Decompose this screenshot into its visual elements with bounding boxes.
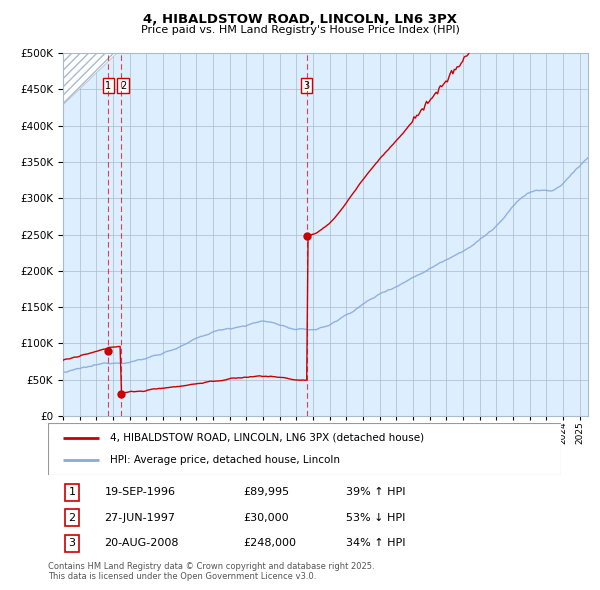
Polygon shape (63, 53, 116, 104)
Text: £30,000: £30,000 (243, 513, 289, 523)
Text: 19-SEP-1996: 19-SEP-1996 (104, 487, 175, 497)
Text: 2: 2 (68, 513, 76, 523)
Text: 39% ↑ HPI: 39% ↑ HPI (346, 487, 405, 497)
Text: 53% ↓ HPI: 53% ↓ HPI (346, 513, 405, 523)
Text: 27-JUN-1997: 27-JUN-1997 (104, 513, 175, 523)
Text: £89,995: £89,995 (243, 487, 289, 497)
Text: 1: 1 (68, 487, 76, 497)
Text: 3: 3 (304, 81, 310, 91)
Text: 4, HIBALDSTOW ROAD, LINCOLN, LN6 3PX: 4, HIBALDSTOW ROAD, LINCOLN, LN6 3PX (143, 13, 457, 26)
Text: 20-AUG-2008: 20-AUG-2008 (104, 538, 179, 548)
FancyBboxPatch shape (48, 423, 561, 475)
Text: 34% ↑ HPI: 34% ↑ HPI (346, 538, 405, 548)
Text: 1: 1 (105, 81, 112, 91)
Text: 2: 2 (120, 81, 126, 91)
Text: Contains HM Land Registry data © Crown copyright and database right 2025.
This d: Contains HM Land Registry data © Crown c… (48, 562, 374, 581)
Text: £248,000: £248,000 (243, 538, 296, 548)
Text: 3: 3 (68, 538, 76, 548)
Text: HPI: Average price, detached house, Lincoln: HPI: Average price, detached house, Linc… (110, 455, 340, 466)
Text: 4, HIBALDSTOW ROAD, LINCOLN, LN6 3PX (detached house): 4, HIBALDSTOW ROAD, LINCOLN, LN6 3PX (de… (110, 432, 424, 442)
Text: Price paid vs. HM Land Registry's House Price Index (HPI): Price paid vs. HM Land Registry's House … (140, 25, 460, 35)
